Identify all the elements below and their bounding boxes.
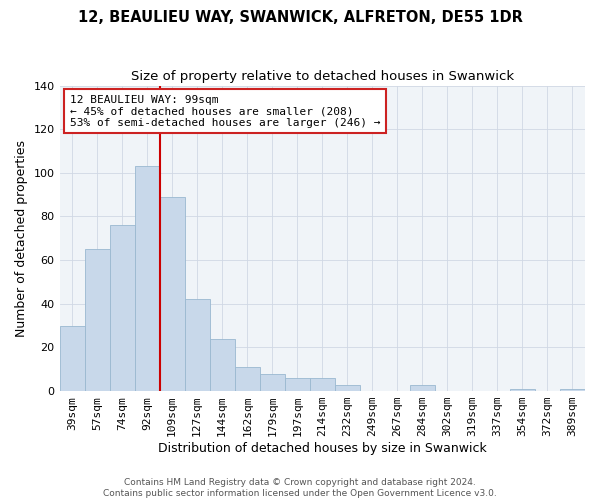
- Bar: [59, 326, 85, 391]
- Bar: [510, 389, 535, 391]
- Text: 12, BEAULIEU WAY, SWANWICK, ALFRETON, DE55 1DR: 12, BEAULIEU WAY, SWANWICK, ALFRETON, DE…: [77, 10, 523, 25]
- Bar: [285, 378, 310, 391]
- Bar: [85, 249, 110, 391]
- Text: 12 BEAULIEU WAY: 99sqm
← 45% of detached houses are smaller (208)
53% of semi-de: 12 BEAULIEU WAY: 99sqm ← 45% of detached…: [70, 94, 380, 128]
- Bar: [209, 338, 235, 391]
- Bar: [310, 378, 335, 391]
- Bar: [410, 384, 435, 391]
- X-axis label: Distribution of detached houses by size in Swanwick: Distribution of detached houses by size …: [158, 442, 487, 455]
- Y-axis label: Number of detached properties: Number of detached properties: [15, 140, 28, 337]
- Bar: [260, 374, 285, 391]
- Title: Size of property relative to detached houses in Swanwick: Size of property relative to detached ho…: [131, 70, 514, 83]
- Bar: [110, 225, 134, 391]
- Bar: [160, 197, 185, 391]
- Bar: [185, 300, 209, 391]
- Bar: [134, 166, 160, 391]
- Bar: [335, 384, 360, 391]
- Bar: [560, 389, 585, 391]
- Bar: [235, 367, 260, 391]
- Text: Contains HM Land Registry data © Crown copyright and database right 2024.
Contai: Contains HM Land Registry data © Crown c…: [103, 478, 497, 498]
